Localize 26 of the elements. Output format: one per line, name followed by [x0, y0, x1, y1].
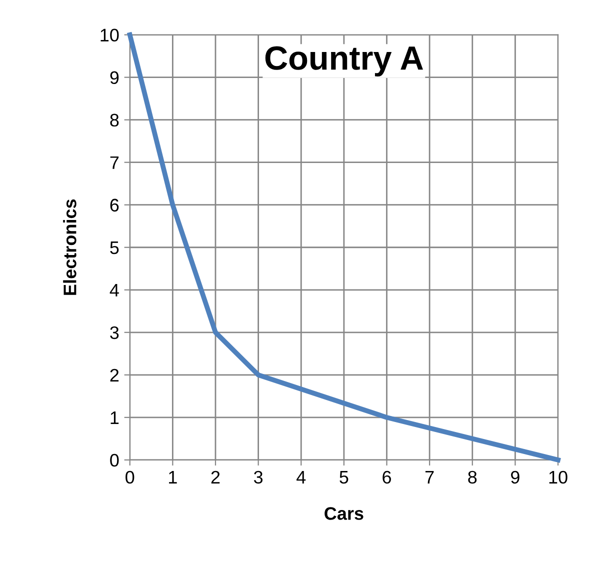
y-tick-label: 5: [110, 241, 119, 254]
y-tick-label: 10: [100, 28, 119, 42]
y-tick-label: 1: [110, 412, 119, 424]
y-axis-title: Electronics: [63, 199, 76, 295]
y-tick-label: 0: [110, 454, 119, 467]
x-tick-label: 3: [254, 470, 263, 484]
y-tick-label: 7: [110, 156, 119, 169]
x-tick-label: 0: [126, 470, 134, 484]
x-tick-label: 5: [340, 471, 348, 484]
y-tick-label: 4: [110, 284, 119, 296]
line-series: [127, 32, 560, 462]
x-tick-label: 2: [211, 470, 220, 484]
x-tick-label: 10: [549, 470, 568, 484]
x-axis-title: Cars: [324, 507, 364, 520]
y-tick-label: 8: [110, 114, 119, 127]
x-tick-label: 4: [296, 471, 306, 484]
y-tick-label: 2: [110, 368, 119, 382]
x-tick-label: 8: [468, 470, 477, 484]
y-tick-label: 3: [110, 326, 119, 340]
x-tick-label: 9: [511, 470, 520, 484]
y-tick-label: 6: [110, 198, 119, 212]
x-tick-label: 1: [169, 471, 177, 484]
chart-title: Country A: [265, 46, 423, 76]
x-tick-label: 6: [382, 470, 391, 484]
x-tick-label: 7: [425, 471, 434, 484]
y-tick-label: 9: [110, 71, 119, 84]
